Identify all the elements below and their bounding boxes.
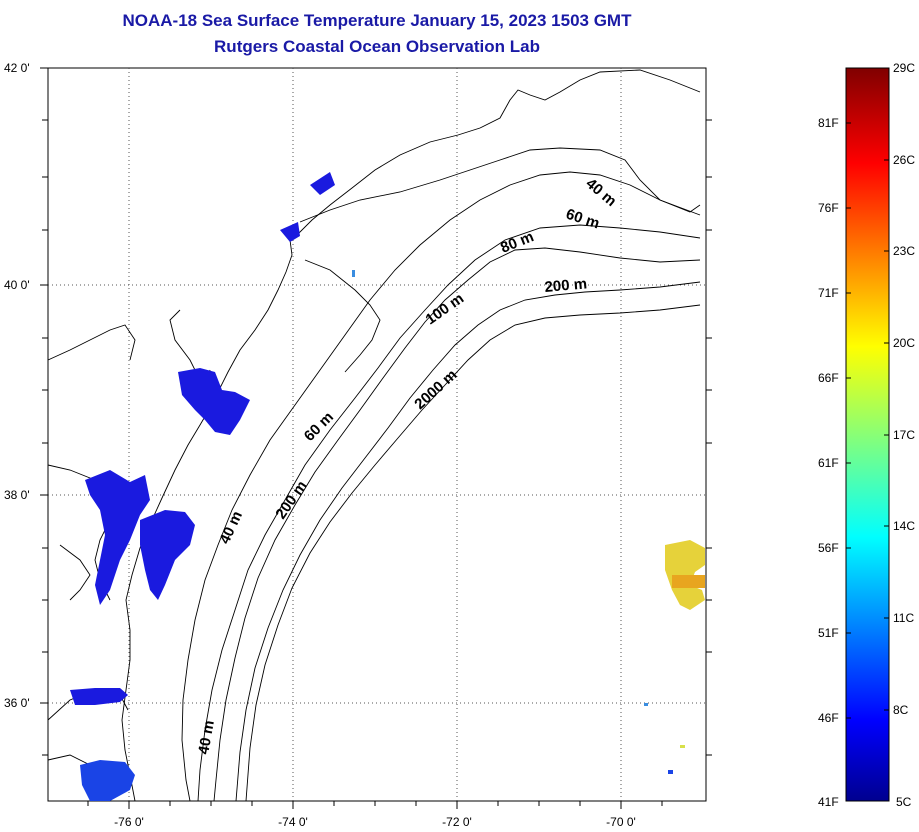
graticule [48,68,706,801]
colorbar-f-56: 56F [818,541,839,555]
colorbar-c-29: 29C [893,61,915,75]
colorbar: 81F 76F 71F 66F 61F 56F 51F 46F 41F 29C … [818,61,915,809]
colorbar-c-20: 20C [893,336,915,350]
colorbar-f-81: 81F [818,116,839,130]
lat-label-38: 38 0' [4,488,30,502]
depth-contours [181,171,701,802]
colorbar-c-11: 11C [893,611,914,625]
colorbar-f-61: 61F [818,456,839,470]
sst-patches [70,172,705,801]
depth-label-40m-south: 40 m [195,719,218,756]
colorbar-c-26: 26C [893,153,915,167]
lat-label-40: 40 0' [4,278,30,292]
colorbar-c-23: 23C [893,244,915,258]
colorbar-f-41: 41F [818,795,839,809]
map-ticks [40,67,712,809]
colorbar-f-46: 46F [818,711,839,725]
map-frame [47,67,707,802]
depth-label-200m-north: 200 m [544,275,588,296]
colorbar-c-8: 8C [893,703,909,717]
colorbar-c-5: 5C [896,795,912,809]
lon-label-72: -72 0' [442,815,472,829]
colorbar-f-66: 66F [818,371,839,385]
colorbar-f-51: 51F [818,626,839,640]
coastline [47,69,701,802]
lon-label-70: -70 0' [606,815,636,829]
colorbar-c-14: 14C [893,519,915,533]
lat-label-42: 42 0' [4,61,30,75]
colorbar-c-17: 17C [893,428,915,442]
colorbar-f-76: 76F [818,201,839,215]
map-subtitle: Rutgers Coastal Ocean Observation Lab [214,37,540,56]
lon-label-76: -76 0' [114,815,144,829]
lat-label-36: 36 0' [4,696,30,710]
map-title: NOAA-18 Sea Surface Temperature January … [122,11,632,30]
colorbar-f-71: 71F [818,286,839,300]
colorbar-ticks [846,67,889,719]
colorbar-gradient [845,67,890,802]
lon-label-74: -74 0' [278,815,308,829]
